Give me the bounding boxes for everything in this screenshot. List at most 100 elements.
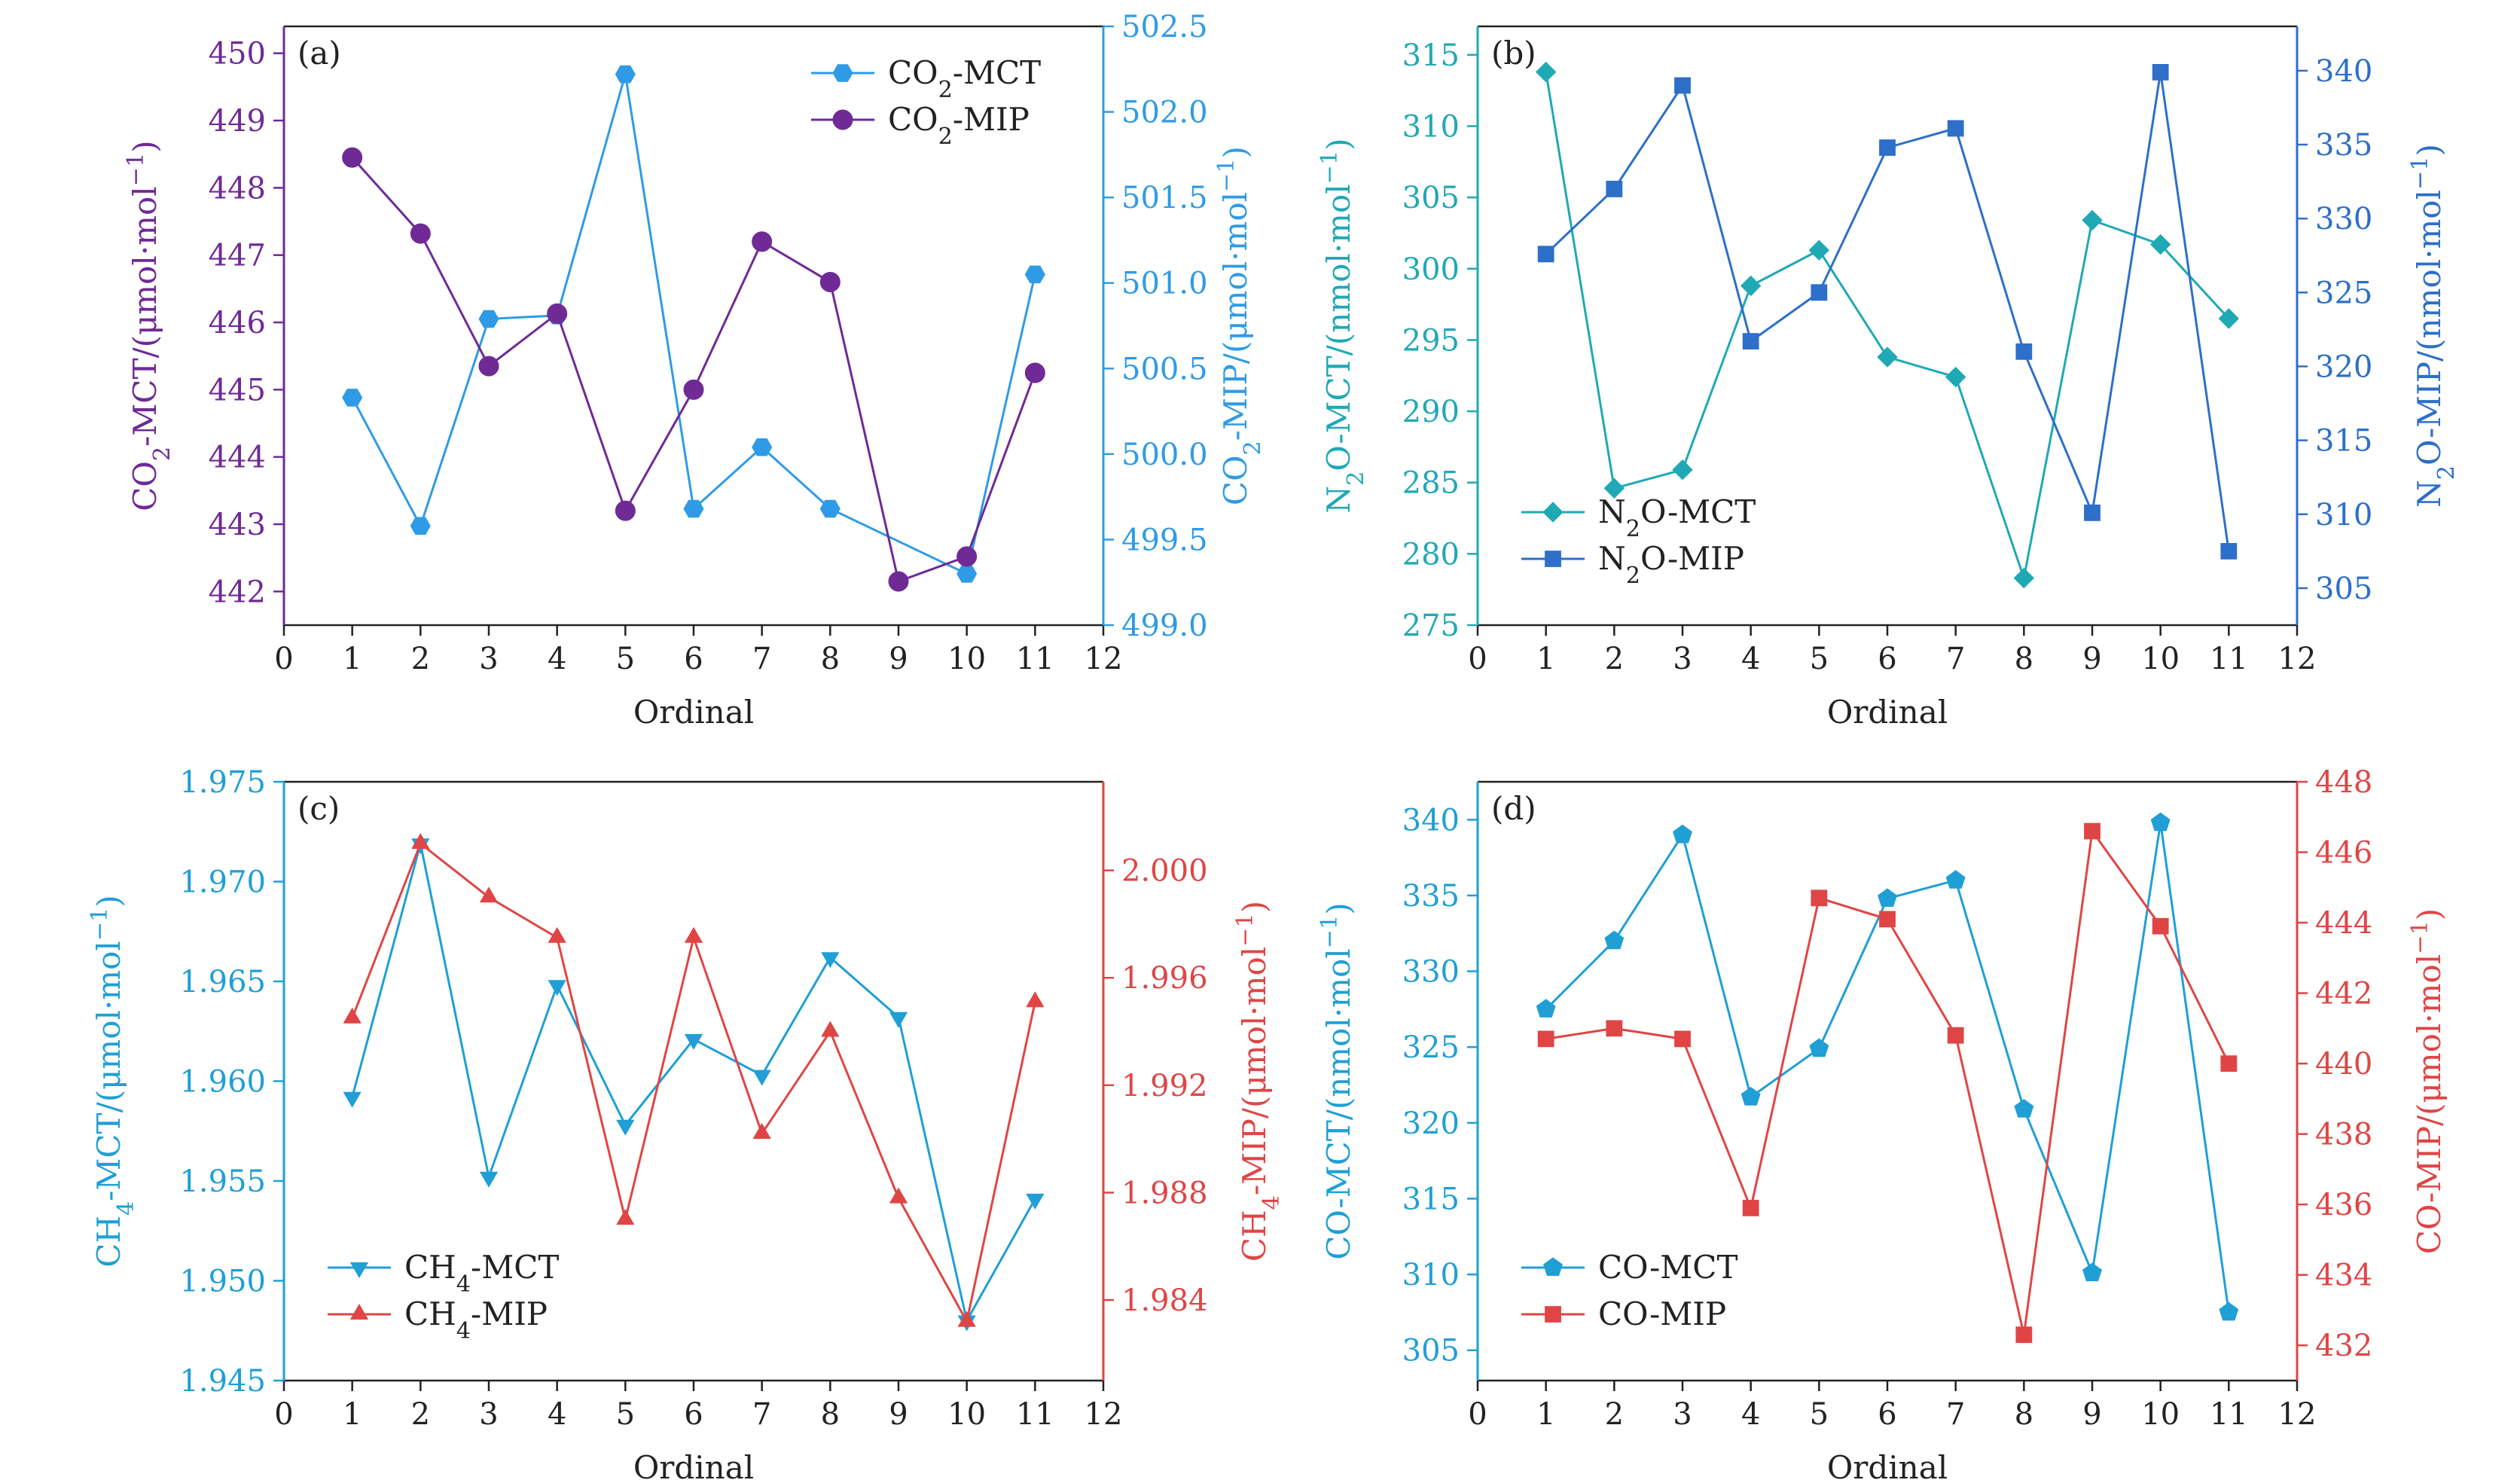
legend-marker bbox=[832, 109, 853, 130]
x-tick-label: 10 bbox=[947, 642, 986, 676]
data-point bbox=[1877, 346, 1898, 368]
y-right-tick-label: 1.996 bbox=[1121, 961, 1208, 996]
series-line bbox=[351, 74, 1036, 576]
data-point bbox=[684, 926, 703, 943]
data-point bbox=[1024, 265, 1045, 284]
series-n-o-mct bbox=[1535, 61, 2240, 589]
data-point bbox=[752, 1122, 771, 1139]
x-tick-label: 2 bbox=[1605, 642, 1624, 676]
y-left-tick-label: 330 bbox=[1402, 955, 1460, 990]
series-co-mip bbox=[1537, 822, 2238, 1344]
y-right-tick-label: 1.988 bbox=[1121, 1176, 1208, 1210]
data-point bbox=[1535, 61, 1557, 83]
x-tick-label: 8 bbox=[2015, 1397, 2033, 1432]
x-tick-label: 11 bbox=[1016, 642, 1054, 676]
y-right-tick-label: 320 bbox=[2315, 349, 2372, 384]
data-point bbox=[821, 1021, 840, 1037]
y-left-tick-label: 1.975 bbox=[179, 765, 266, 800]
y-left-tick-label: 443 bbox=[209, 508, 266, 542]
data-point bbox=[2152, 917, 2169, 935]
legend-label: CH4-MIP bbox=[404, 1295, 548, 1344]
data-point bbox=[683, 379, 704, 400]
data-point bbox=[2013, 567, 2035, 589]
y-left-tick-label: 300 bbox=[1402, 252, 1460, 287]
data-point bbox=[1811, 889, 1828, 907]
x-tick-label: 1 bbox=[343, 642, 362, 676]
data-point bbox=[1879, 139, 1896, 156]
y-left-axis-title: CO2-MCT/(μmol·mol−1) bbox=[123, 140, 175, 511]
y-left-tick-label: 295 bbox=[1402, 323, 1460, 358]
data-point bbox=[1811, 284, 1828, 301]
legend-label: N2O-MIP bbox=[1598, 540, 1744, 589]
y-right-tick-label: 315 bbox=[2315, 424, 2372, 459]
legend-marker bbox=[1545, 551, 1561, 567]
y-right-tick-label: 500.5 bbox=[1121, 352, 1208, 386]
data-point bbox=[1537, 246, 1554, 263]
data-point bbox=[478, 355, 499, 377]
data-point bbox=[683, 499, 704, 518]
x-tick-label: 12 bbox=[2278, 642, 2317, 676]
data-point bbox=[957, 1311, 976, 1327]
data-point bbox=[410, 223, 431, 244]
y-left-tick-label: 1.950 bbox=[179, 1265, 266, 1299]
y-right-tick-label: 444 bbox=[2315, 906, 2372, 941]
y-right-tick-label: 432 bbox=[2315, 1329, 2372, 1363]
legend: CO-MCT CO-MIP bbox=[1521, 1249, 1737, 1332]
y-right-tick-label: 500.0 bbox=[1121, 438, 1208, 472]
y-right-tick-label: 502.0 bbox=[1121, 96, 1208, 130]
y-left-tick-label: 290 bbox=[1402, 395, 1460, 429]
data-point bbox=[956, 565, 978, 583]
legend-label: CO-MIP bbox=[1598, 1295, 1726, 1332]
data-point bbox=[2084, 504, 2101, 521]
y-right-tick-label: 446 bbox=[2315, 836, 2372, 871]
y-left-tick-label: 340 bbox=[1402, 803, 1460, 838]
legend-marker bbox=[349, 1262, 369, 1278]
x-tick-label: 11 bbox=[2210, 1397, 2248, 1432]
data-point bbox=[819, 499, 841, 518]
data-point bbox=[343, 1007, 362, 1024]
y-left-axis-title: CH4-MCT/(μmol·mol−1) bbox=[87, 895, 139, 1268]
x-axis-title: Ordinal bbox=[1827, 694, 1948, 731]
data-point bbox=[2149, 233, 2171, 255]
y-left-axis-title: N2O-MCT/(nmol·mol−1) bbox=[1316, 138, 1369, 513]
data-point bbox=[2084, 822, 2101, 840]
data-point bbox=[2218, 308, 2240, 329]
data-point bbox=[343, 1091, 362, 1108]
series-line bbox=[351, 157, 1036, 583]
data-point bbox=[2015, 343, 2033, 360]
x-tick-label: 7 bbox=[752, 1397, 771, 1432]
x-tick-label: 1 bbox=[343, 1397, 362, 1432]
y-right-tick-label: 325 bbox=[2315, 276, 2372, 310]
data-point bbox=[1672, 459, 1693, 481]
y-right-tick-label: 501.5 bbox=[1121, 181, 1208, 215]
x-tick-label: 6 bbox=[684, 642, 703, 676]
data-point bbox=[1945, 366, 1966, 388]
y-left-tick-label: 1.970 bbox=[179, 865, 266, 900]
data-point bbox=[1741, 1086, 1761, 1106]
y-left-tick-label: 310 bbox=[1402, 1258, 1460, 1292]
x-tick-label: 0 bbox=[1468, 642, 1487, 676]
x-tick-label: 9 bbox=[2082, 1397, 2101, 1432]
x-tick-label: 5 bbox=[616, 1397, 635, 1432]
x-tick-label: 7 bbox=[1946, 642, 1965, 676]
x-tick-label: 1 bbox=[1536, 642, 1555, 676]
data-point bbox=[615, 500, 636, 521]
data-point bbox=[1674, 1030, 1691, 1048]
x-tick-label: 3 bbox=[479, 1397, 498, 1432]
x-tick-label: 10 bbox=[947, 1397, 986, 1432]
y-left-tick-label: 446 bbox=[209, 306, 266, 340]
data-point bbox=[684, 1033, 703, 1050]
x-tick-label: 2 bbox=[411, 1397, 430, 1432]
data-point bbox=[889, 1187, 908, 1204]
data-point bbox=[889, 1012, 908, 1028]
data-point bbox=[821, 952, 840, 969]
x-tick-label: 1 bbox=[1536, 1397, 1555, 1432]
data-point bbox=[2150, 812, 2171, 832]
x-tick-label: 2 bbox=[411, 642, 430, 676]
y-left-tick-label: 320 bbox=[1402, 1106, 1460, 1141]
data-point bbox=[1947, 1027, 1964, 1044]
panel-label: (a) bbox=[297, 35, 341, 72]
y-right-tick-label: 310 bbox=[2315, 498, 2372, 532]
